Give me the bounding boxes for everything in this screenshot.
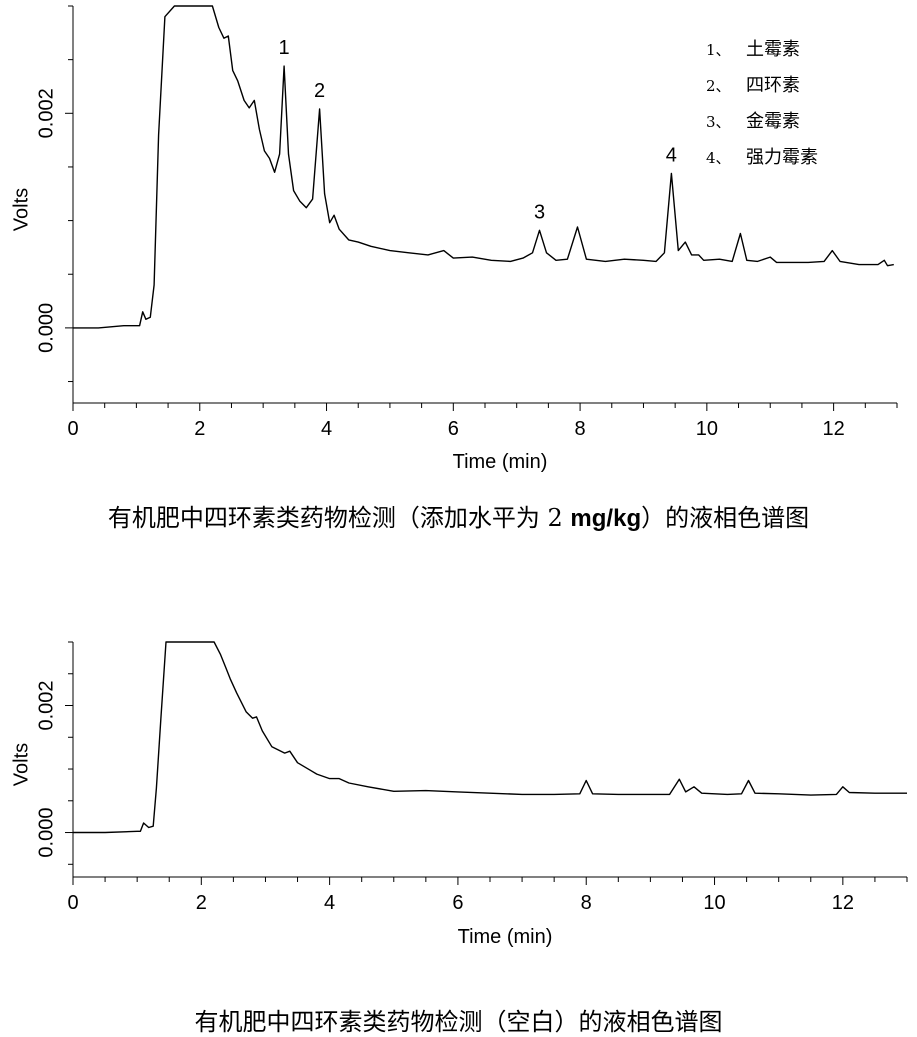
x-tick-label: 2 xyxy=(196,892,207,914)
y-tick-label: 0.000 xyxy=(35,303,57,353)
caption-spiked: 有机肥中四环素类药物检测（添加水平为 2 mg/kg）的液相色谱图 xyxy=(0,498,917,533)
x-tick-label: 12 xyxy=(822,418,844,440)
x-tick-label: 4 xyxy=(321,418,332,440)
y-axis-label: Volts xyxy=(10,743,32,786)
legend-entry: 金霉素 xyxy=(746,111,800,132)
x-tick-label: 10 xyxy=(703,892,725,914)
chromatogram-trace xyxy=(73,5,894,329)
x-tick-label: 4 xyxy=(324,892,335,914)
x-tick-label: 2 xyxy=(194,418,205,440)
x-tick-label: 6 xyxy=(448,418,459,440)
x-axis-label: Time (min) xyxy=(453,451,548,473)
x-tick-label: 8 xyxy=(581,892,592,914)
x-tick-label: 10 xyxy=(696,418,718,440)
x-tick-label: 6 xyxy=(452,892,463,914)
legend-number: 3、 xyxy=(706,113,731,131)
caption-spiked-unit: mg/kg xyxy=(570,505,642,532)
caption-blank: 有机肥中四环素类药物检测（空白）的液相色谱图 xyxy=(194,1008,723,1036)
peak-label: 2 xyxy=(314,80,325,102)
legend-entry: 强力霉素 xyxy=(746,147,818,168)
legend-number: 4、 xyxy=(706,149,731,167)
y-tick-label: 0.002 xyxy=(35,680,57,730)
peak-label: 4 xyxy=(666,144,677,166)
legend-entry: 土霉素 xyxy=(746,39,800,60)
x-tick-label: 0 xyxy=(67,418,78,440)
caption-spiked-post: ）的液相色谱图 xyxy=(641,504,810,532)
legend-entry: 四环素 xyxy=(746,75,800,96)
peak-label: 3 xyxy=(534,201,545,223)
legend-number: 2、 xyxy=(706,77,731,95)
y-axis-label: Volts xyxy=(10,188,32,231)
legend-number: 1、 xyxy=(706,41,731,59)
x-axis-label: Time (min) xyxy=(458,926,553,948)
chromatogram-trace xyxy=(73,641,907,834)
x-tick-label: 0 xyxy=(67,892,78,914)
y-tick-label: 0.000 xyxy=(35,808,57,858)
x-tick-label: 12 xyxy=(832,892,854,914)
x-tick-label: 8 xyxy=(575,418,586,440)
peak-label: 1 xyxy=(279,37,290,59)
y-tick-label: 0.002 xyxy=(35,88,57,138)
caption-spiked-pre: 有机肥中四环素类药物检测（添加水平为 2 xyxy=(107,504,571,532)
